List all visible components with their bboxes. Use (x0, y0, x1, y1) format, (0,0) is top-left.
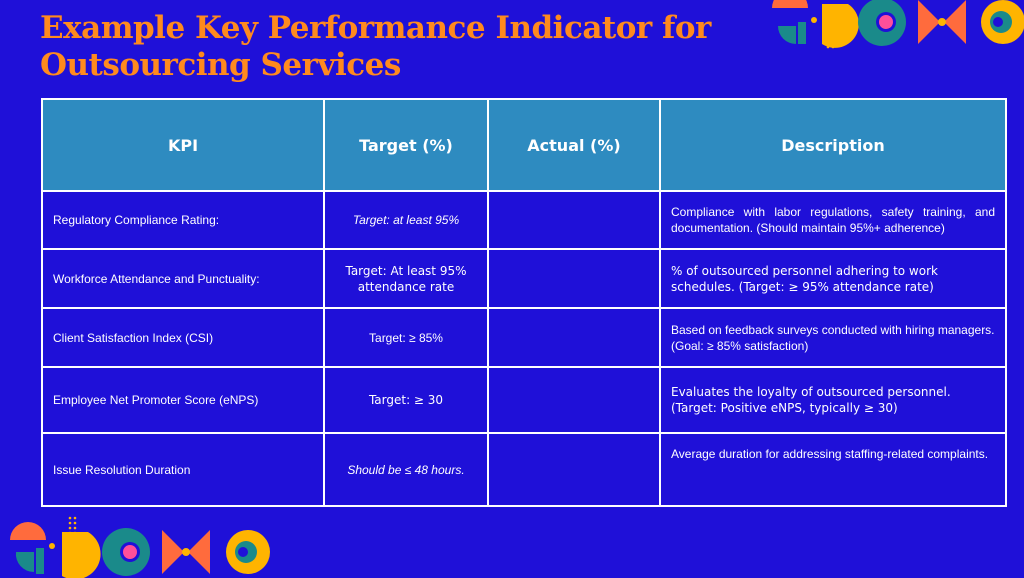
decorative-shapes-bottom-left (10, 516, 270, 578)
description-cell: Compliance with labor regulations, safet… (659, 190, 1007, 250)
description-cell: Based on feedback surveys conducted with… (659, 307, 1007, 368)
kpi-cell: Employee Net Promoter Score (eNPS) (41, 366, 325, 434)
header-kpi: KPI (41, 98, 325, 192)
target-cell: Target: ≥ 30 (323, 366, 489, 434)
kpi-table: KPI Target (%) Actual (%) Description Re… (41, 98, 1007, 507)
slide-title: Example Key Performance Indicator for Ou… (40, 10, 711, 83)
decorative-shapes-top-right (772, 0, 1024, 49)
description-cell: % of outsourced personnel adhering to wo… (659, 248, 1007, 309)
header-description: Description (659, 98, 1007, 192)
kpi-cell: Issue Resolution Duration (41, 432, 325, 507)
kpi-cell: Regulatory Compliance Rating: (41, 190, 325, 250)
target-cell: Target: At least 95% attendance rate (323, 248, 489, 309)
target-cell: Target: at least 95% (323, 190, 489, 250)
table-row: Workforce Attendance and Punctuality: Ta… (41, 248, 1007, 309)
kpi-cell: Client Satisfaction Index (CSI) (41, 307, 325, 368)
header-target: Target (%) (323, 98, 489, 192)
table-row: Employee Net Promoter Score (eNPS) Targe… (41, 366, 1007, 434)
header-actual: Actual (%) (487, 98, 661, 192)
description-cell: Average duration for addressing staffing… (659, 432, 1007, 507)
table-row: Client Satisfaction Index (CSI) Target: … (41, 307, 1007, 368)
actual-cell[interactable] (487, 432, 661, 507)
table-header-row: KPI Target (%) Actual (%) Description (41, 98, 1007, 192)
description-cell: Evaluates the loyalty of outsourced pers… (659, 366, 1007, 434)
actual-cell[interactable] (487, 366, 661, 434)
target-cell: Target: ≥ 85% (323, 307, 489, 368)
table-row: Issue Resolution Duration Should be ≤ 48… (41, 432, 1007, 507)
table-row: Regulatory Compliance Rating: Target: at… (41, 190, 1007, 250)
target-cell: Should be ≤ 48 hours. (323, 432, 489, 507)
actual-cell[interactable] (487, 307, 661, 368)
actual-cell[interactable] (487, 190, 661, 250)
kpi-cell: Workforce Attendance and Punctuality: (41, 248, 325, 309)
actual-cell[interactable] (487, 248, 661, 309)
